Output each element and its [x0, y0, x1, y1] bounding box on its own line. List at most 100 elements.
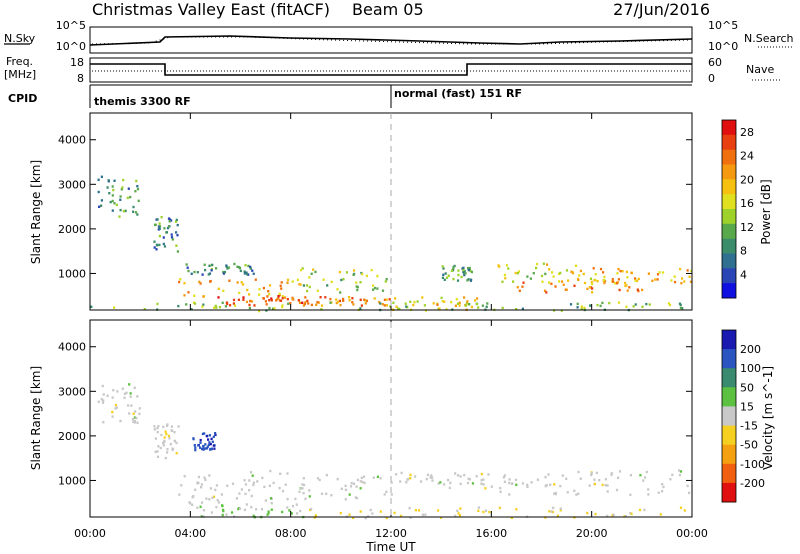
echo-cell: [102, 399, 105, 402]
echo-cell: [570, 270, 573, 273]
echo-cell: [542, 262, 545, 265]
echo-cell: [185, 303, 188, 306]
echo-cell: [111, 194, 114, 197]
echo-cell: [626, 276, 629, 279]
echo-cell: [464, 272, 467, 275]
echo-cell: [210, 511, 213, 514]
echo-cell: [535, 262, 539, 266]
freq-line: [90, 63, 692, 76]
echo-cell: [467, 477, 470, 480]
echo-cell: [681, 307, 684, 310]
echo-cell: [392, 301, 395, 304]
echo-cell: [306, 299, 309, 303]
echo-cell: [166, 226, 170, 230]
echo-cell: [248, 306, 251, 310]
echo-cell: [205, 434, 208, 438]
echo-cell: [574, 264, 578, 267]
echo-cell: [270, 299, 273, 302]
echo-cell: [296, 278, 299, 282]
echo-cell: [190, 272, 193, 275]
echo-cell: [206, 445, 209, 448]
echo-cell: [498, 506, 501, 510]
x-tick-label: 16:00: [475, 527, 507, 540]
echo-cell: [286, 506, 289, 509]
colorbar-swatch: [722, 209, 736, 225]
echo-cell: [303, 483, 306, 487]
echo-cell: [213, 306, 216, 309]
colorbar-swatch: [722, 223, 736, 239]
echo-cell: [617, 476, 620, 479]
echo-cell: [214, 488, 217, 492]
freq-tick-top: 18: [70, 56, 84, 69]
echo-cell: [135, 416, 138, 420]
echo-cell: [187, 291, 190, 294]
echo-cell: [221, 301, 224, 304]
echo-cell: [314, 514, 317, 517]
echo-cell: [209, 280, 212, 283]
echo-cell: [442, 267, 445, 270]
colorbar-swatch: [722, 238, 736, 254]
echo-cell: [384, 280, 387, 283]
echo-cell: [365, 299, 368, 302]
echo-cell: [372, 284, 375, 287]
echo-cell: [122, 178, 125, 182]
echo-cell: [468, 478, 471, 481]
echo-cell: [383, 493, 386, 496]
echo-cell: [352, 303, 355, 306]
echo-cell: [336, 288, 339, 291]
echo-cell: [228, 279, 231, 282]
echo-cell: [154, 450, 157, 454]
echo-cell: [579, 269, 582, 273]
echo-cell: [167, 434, 170, 438]
echo-cell: [659, 513, 662, 516]
echo-cell: [400, 471, 403, 475]
echo-cell: [454, 304, 457, 307]
echo-cell: [136, 421, 139, 424]
echo-cell: [108, 192, 111, 195]
velocity-colorbar: Velocity [m s^-1] 200 100 50 15 -15 -50 -100 -2…: [721, 329, 775, 503]
echo-cell: [215, 306, 218, 309]
echo-cell: [176, 250, 179, 253]
echo-cell: [200, 486, 203, 489]
echo-cell: [252, 272, 255, 275]
colorbar-tick-label: 28: [740, 126, 754, 139]
echo-cell: [423, 304, 426, 307]
echo-cell: [475, 475, 478, 478]
echo-cell: [164, 456, 167, 460]
echo-cell: [267, 290, 270, 293]
echo-cell: [136, 187, 140, 191]
echo-cell: [463, 273, 466, 277]
echo-cell: [446, 276, 449, 279]
echo-cell: [222, 272, 225, 275]
echo-cell: [116, 390, 119, 393]
colorbar-tick-label: -100: [740, 458, 765, 471]
echo-cell: [526, 483, 529, 487]
echo-cell: [250, 505, 253, 509]
echo-cell: [628, 286, 631, 289]
echo-cell: [414, 509, 417, 512]
echo-cell: [109, 200, 112, 204]
y-tick-label: 4000: [58, 134, 86, 147]
echo-cell: [373, 286, 377, 290]
echo-cell: [559, 484, 562, 488]
echo-cell: [480, 479, 483, 482]
colorbar-swatch: [722, 253, 736, 269]
echo-cell: [670, 279, 673, 282]
echo-cell: [233, 304, 237, 307]
echo-cell: [248, 293, 251, 296]
echo-cell: [132, 420, 135, 423]
echo-cell: [153, 240, 156, 243]
x-tick-label: 00:00: [676, 527, 708, 540]
echo-cell: [284, 296, 287, 299]
echo-cell: [304, 497, 307, 501]
echo-cell: [541, 280, 544, 283]
echo-cell: [263, 485, 266, 489]
echo-cell: [98, 205, 101, 208]
echo-cell: [603, 278, 606, 282]
echo-cell: [463, 272, 466, 275]
echo-cell: [661, 490, 664, 493]
echo-cell: [639, 474, 642, 477]
echo-cell: [526, 485, 529, 489]
y-tick-label: 1000: [58, 474, 86, 487]
echo-cell: [608, 301, 611, 305]
